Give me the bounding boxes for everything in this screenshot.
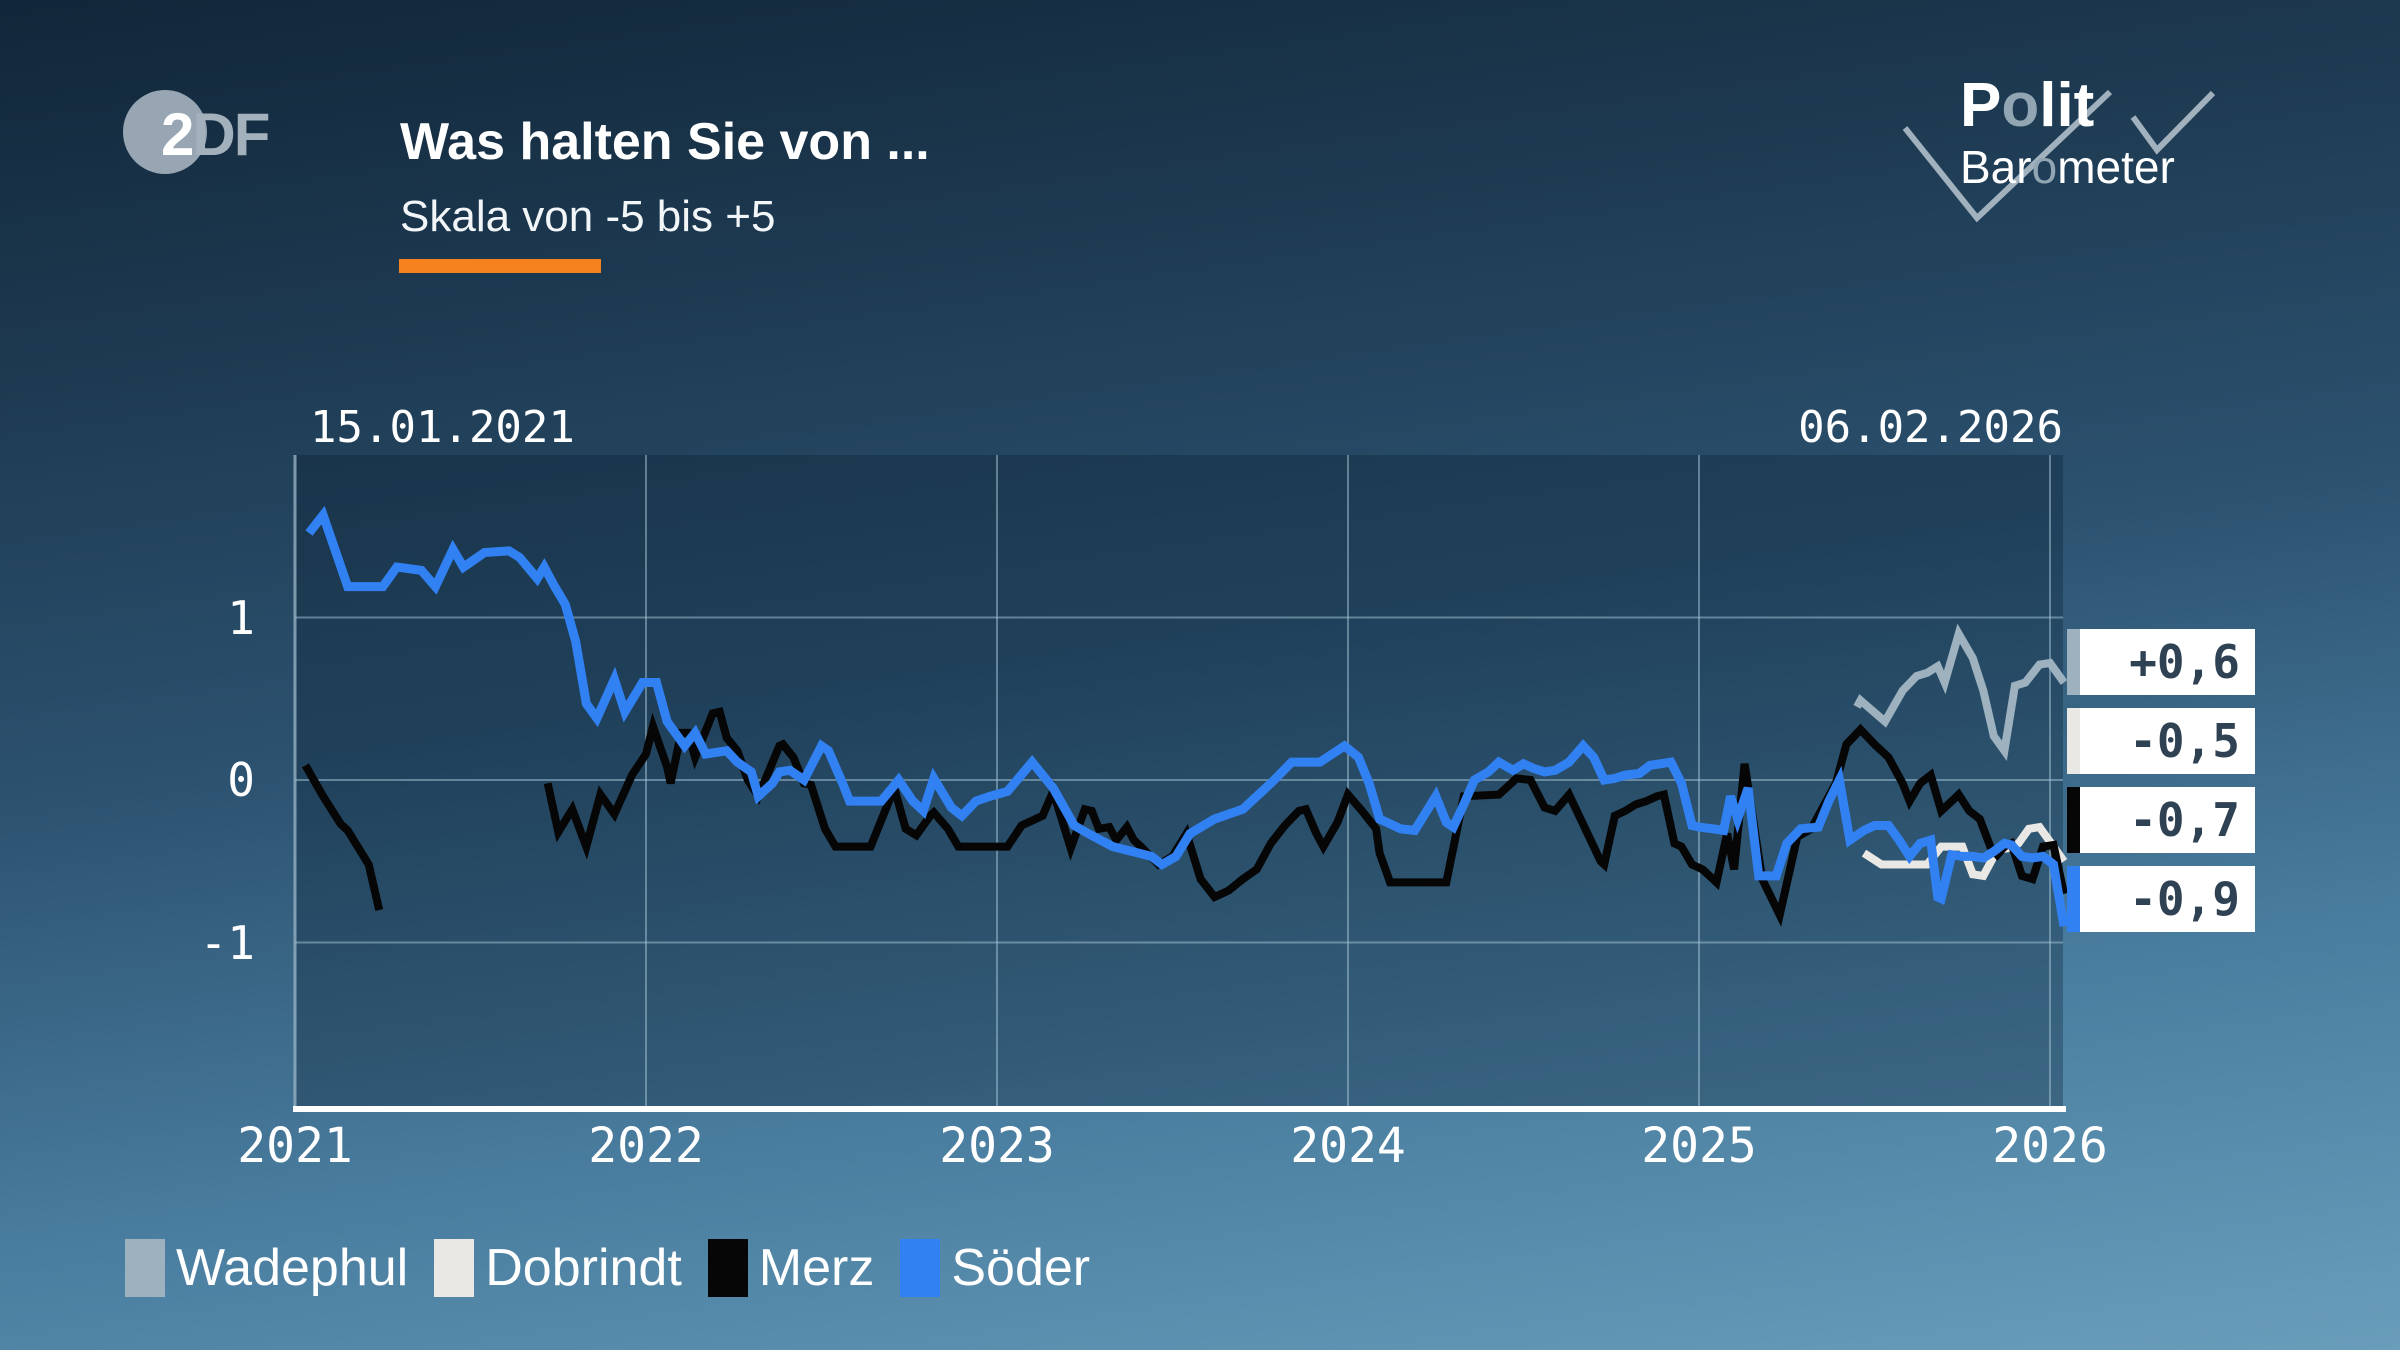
value-label-text-merz: -0,7 <box>2129 793 2240 847</box>
legend-swatch-dobrindt <box>434 1239 475 1297</box>
legend-swatch-wadephul <box>125 1239 165 1297</box>
value-label-color-tab-wadephul <box>2067 629 2080 695</box>
chart-legend: Wadephul Dobrindt Merz Söder <box>125 1238 1116 1298</box>
legend-label-soeder: Söder <box>951 1239 1091 1297</box>
value-label-dobrindt: -0,5 <box>2067 708 2255 774</box>
legend-label-merz: Merz <box>758 1239 875 1297</box>
series-line-wadephul <box>1853 623 2068 761</box>
chart-end-date: 06.02.2026 <box>1798 402 2063 453</box>
value-label-color-tab-soeder <box>2067 866 2080 932</box>
x-tick-label-2025: 2025 <box>1641 1118 1757 1174</box>
x-tick-label-2024: 2024 <box>1290 1118 1406 1174</box>
page-subtitle: Skala von -5 bis +5 <box>400 192 776 241</box>
page-title: Was halten Sie von ... <box>400 113 930 171</box>
y-tick-label-0: 0 <box>227 753 255 807</box>
x-tick-label-2022: 2022 <box>588 1118 704 1174</box>
legend-label-dobrindt: Dobrindt <box>485 1239 682 1297</box>
value-label-soeder: -0,9 <box>2067 866 2255 932</box>
value-label-color-tab-dobrindt <box>2067 708 2080 774</box>
politbarometer-logo: Polit Barometer <box>1890 60 2310 240</box>
chart-start-date: 15.01.2021 <box>310 402 575 453</box>
legend-item-merz: Merz <box>707 1238 875 1298</box>
zdf-logo: 2DF <box>123 90 323 180</box>
value-label-color-tab-merz <box>2067 787 2080 853</box>
x-tick-label-2026: 2026 <box>1992 1118 2108 1174</box>
brand-barometer: Barometer <box>1960 141 2175 193</box>
legend-item-dobrindt: Dobrindt <box>434 1238 682 1298</box>
y-tick-label--1: -1 <box>199 915 255 970</box>
value-label-text-soeder: -0,9 <box>2129 872 2240 926</box>
brand-polit: Polit <box>1960 71 2095 140</box>
series-line-soeder <box>305 505 2069 928</box>
series-line-dobrindt <box>1861 822 2068 881</box>
title-accent-bar <box>399 259 601 273</box>
value-label-merz: -0,7 <box>2067 787 2255 853</box>
x-tick-label-2021: 2021 <box>237 1118 353 1174</box>
value-label-text-dobrindt: -0,5 <box>2129 714 2240 768</box>
legend-label-wadephul: Wadephul <box>176 1239 409 1297</box>
x-tick-label-2023: 2023 <box>939 1118 1055 1174</box>
zdf-logo-circle-icon <box>123 90 207 174</box>
legend-swatch-merz <box>707 1239 748 1297</box>
legend-item-soeder: Söder <box>900 1238 1090 1298</box>
legend-swatch-soeder <box>900 1239 941 1297</box>
value-label-wadephul: +0,6 <box>2067 629 2255 695</box>
series-line-merz-seg2 <box>543 707 2068 927</box>
checkmark-zigzag-icon <box>1902 89 2216 223</box>
x-axis-line <box>293 1106 2066 1112</box>
y-tick-label-1: 1 <box>227 590 255 645</box>
legend-item-wadephul: Wadephul <box>125 1238 408 1298</box>
value-label-text-wadephul: +0,6 <box>2129 635 2240 689</box>
zdf-logo-letters: 2DF <box>161 101 270 168</box>
series-line-merz-seg1 <box>302 763 384 911</box>
